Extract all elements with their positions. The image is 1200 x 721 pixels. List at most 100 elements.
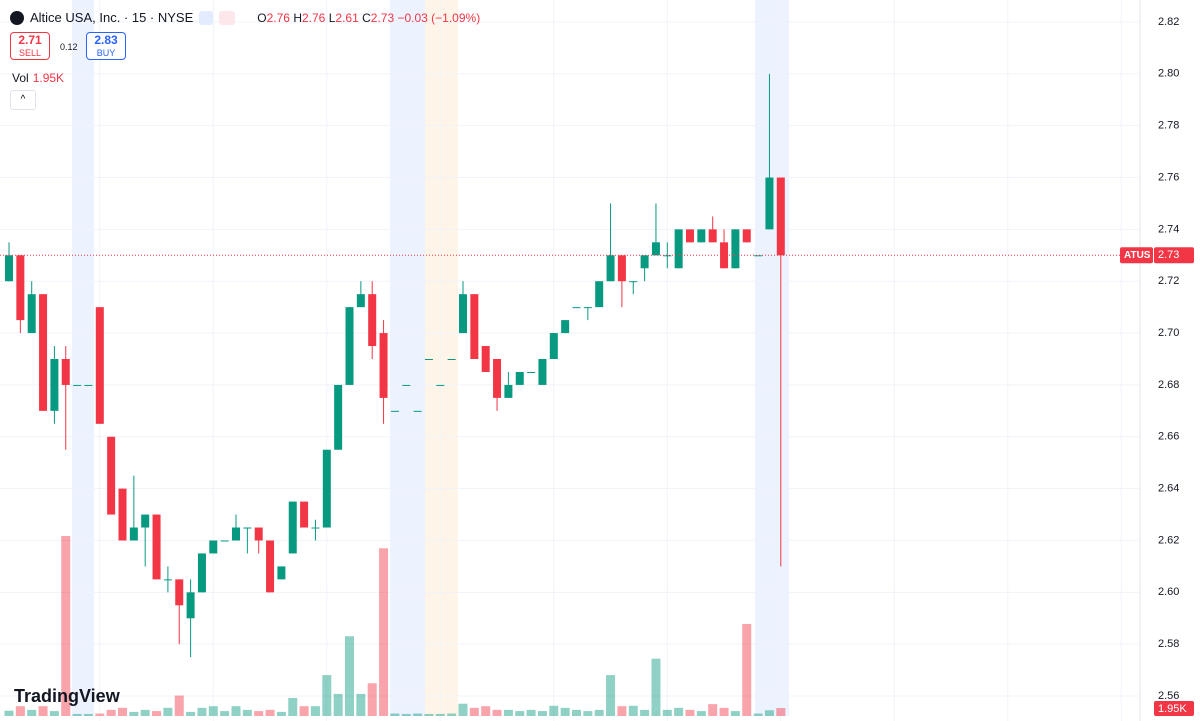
price-tag-text: 2.73: [1158, 249, 1179, 261]
buy-button[interactable]: 2.83 BUY: [86, 32, 126, 60]
label: L: [328, 10, 336, 25]
volume-bar: [356, 693, 366, 716]
volume-bar: [118, 707, 127, 716]
symbol-icon: [10, 10, 24, 25]
session-band: [390, 0, 425, 716]
y-tick-label: 2.60: [1158, 586, 1179, 598]
volume-bar: [83, 713, 93, 716]
candle-body: [322, 449, 331, 528]
volume-bar: [106, 709, 116, 716]
candle-body: [504, 384, 513, 398]
volume-bar: [163, 707, 173, 716]
y-tick-label: 2.80: [1158, 68, 1179, 80]
volume-bar: [730, 711, 740, 716]
candle-body: [538, 359, 547, 385]
delayed-status[interactable]: [219, 10, 236, 25]
value: 2.73: [370, 10, 395, 25]
candle-body: [197, 553, 206, 593]
volume-bar: [367, 683, 377, 716]
candle-body: [527, 371, 536, 373]
symbol-title[interactable]: Altice USA, Inc. · 15 · NYSE: [30, 10, 194, 25]
y-tick-label: 2.82: [1158, 16, 1179, 28]
candle-body: [334, 384, 343, 450]
volume-bar: [186, 711, 196, 716]
candle-body: [481, 346, 490, 372]
sell-button[interactable]: 2.71 SELL: [10, 32, 50, 60]
volume-bar: [594, 709, 604, 716]
candle-body: [5, 255, 13, 282]
volume-bar: [197, 707, 207, 716]
volume-bar: [15, 706, 25, 716]
candle-body: [107, 436, 116, 515]
volume-bar: [322, 675, 332, 716]
volume-bar: [651, 658, 661, 716]
session-band: [425, 0, 458, 716]
volume-bar: [696, 711, 706, 716]
candle-body: [379, 333, 388, 398]
volume-bar: [242, 709, 252, 716]
candle-body: [583, 307, 592, 309]
volume-bar: [174, 695, 184, 716]
candle-body: [61, 359, 70, 385]
volume-bar: [401, 713, 411, 716]
candle-body: [413, 410, 422, 412]
y-tick-label: 2.74: [1158, 223, 1179, 235]
volume-bar: [424, 713, 434, 716]
candle-body: [765, 177, 774, 230]
volume-bar: [49, 711, 59, 716]
symbol-tag-text: ATUS: [1124, 250, 1151, 261]
candle-body: [561, 320, 570, 334]
collapse-button[interactable]: ^: [10, 90, 36, 110]
candle-body: [617, 255, 626, 282]
price-tag: [1154, 247, 1194, 264]
volume-bar: [220, 711, 230, 716]
volume-bar: [674, 707, 684, 716]
volume-bar: [333, 693, 343, 716]
candle-body: [731, 229, 740, 269]
candle-body: [515, 371, 524, 385]
volume-bar: [469, 707, 479, 716]
volume-bar: [299, 706, 309, 716]
label: O: [257, 10, 267, 25]
volume-bar: [4, 710, 14, 716]
spread: 0.12: [60, 42, 78, 52]
volume-bar: [310, 706, 320, 716]
y-tick-label: 2.72: [1158, 275, 1179, 287]
volume-bar: [526, 709, 536, 716]
volume-bar: [231, 706, 241, 716]
session-band: [72, 0, 94, 716]
volume-bar: [515, 711, 525, 716]
candle-body: [493, 359, 502, 398]
volume-bar: [764, 710, 774, 716]
label: SELL: [18, 48, 42, 58]
candle-body: [651, 242, 660, 256]
volume-bar: [458, 703, 468, 716]
volume-bar: [617, 706, 627, 716]
candle-body: [152, 514, 161, 580]
candle-body: [300, 501, 309, 528]
candle-body: [674, 229, 683, 269]
candle-body: [424, 359, 433, 360]
volume-bar: [628, 705, 638, 716]
volume-tag: [1154, 701, 1194, 716]
candle-body: [95, 307, 104, 424]
volume-bar: [288, 698, 298, 716]
label: Vol: [12, 71, 29, 85]
candle-body: [390, 410, 399, 412]
candle-body: [629, 281, 638, 283]
candle-body: [595, 281, 604, 308]
volume-bar: [413, 713, 423, 716]
market-status[interactable]: [199, 10, 214, 25]
value: 2.76: [266, 10, 290, 25]
volume-bar: [129, 711, 139, 716]
volume-bar: [606, 675, 616, 716]
y-tick-label: 2.56: [1158, 690, 1179, 702]
volume-bar: [72, 713, 82, 716]
price: 2.71: [18, 33, 42, 47]
y-tick-label: 2.68: [1158, 379, 1179, 391]
volume-bar: [572, 709, 581, 716]
candle-body: [470, 294, 479, 359]
y-tick-label: 2.76: [1158, 171, 1179, 183]
